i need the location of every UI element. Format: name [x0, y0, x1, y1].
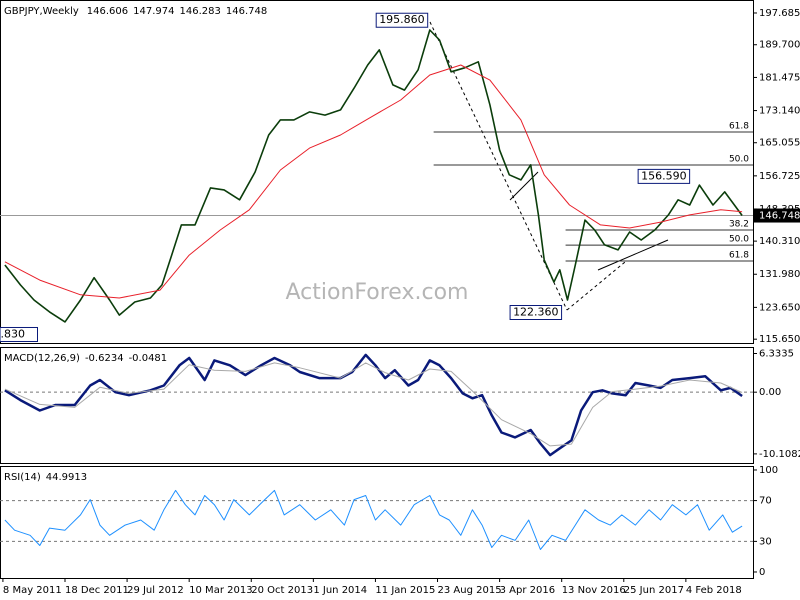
price-label-box	[637, 168, 691, 184]
panel-frame	[0, 0, 754, 344]
series-line	[4, 64, 743, 299]
readout-value: 147.974	[133, 6, 174, 17]
x-tick-label: 11 Jan 2015	[375, 585, 435, 596]
panel-header: RSI(14) 44.9913	[4, 472, 87, 483]
trend-line	[429, 21, 568, 311]
y-tick-label: 70	[759, 496, 772, 507]
watermark: ActionForex.com	[286, 280, 469, 305]
y-tick-label: 165.055	[759, 138, 800, 149]
y-tick-label: 173.140	[759, 106, 800, 117]
y-tick-label: -10.1082	[759, 449, 800, 460]
panel-frame	[0, 466, 754, 579]
fib-label: 61.8	[729, 121, 749, 131]
price-label-box	[0, 326, 38, 342]
panel-title: MACD(12,26,9)	[4, 353, 80, 364]
x-tick-label: 4 Feb 2018	[686, 585, 742, 596]
x-tick-label: 18 Dec 2011	[65, 585, 129, 596]
x-tick-label: 3 Apr 2016	[500, 585, 555, 596]
series-line	[4, 489, 743, 550]
y-tick-label: 115.650	[759, 334, 800, 345]
series-line	[4, 362, 743, 447]
y-tick-label: 140.310	[759, 236, 800, 247]
x-tick-label: 13 Nov 2016	[562, 585, 626, 596]
x-tick-label: 29 Jul 2012	[127, 585, 184, 596]
readout-value: -0.6234	[85, 353, 124, 364]
y-tick-label: 6.3335	[759, 349, 794, 360]
fib-label: 38.2	[729, 220, 749, 230]
series-line	[4, 29, 743, 323]
y-tick-label: 0.00	[759, 387, 781, 398]
y-tick-label: 189.700	[759, 40, 800, 51]
price-label: 6.830	[0, 327, 25, 340]
readout-value: 146.283	[180, 6, 221, 17]
y-tick-label: 100	[759, 465, 778, 476]
price-label-box	[375, 12, 429, 28]
fib-label: 50.0	[729, 235, 749, 245]
x-tick-label: 1 Jun 2014	[313, 585, 367, 596]
fib-label: 50.0	[729, 154, 749, 164]
y-tick-label: 30	[759, 536, 772, 547]
series-line	[4, 353, 743, 457]
price-label: 195.860	[379, 13, 425, 26]
price-label: 122.360	[513, 306, 559, 319]
y-tick-label: 0	[759, 567, 765, 578]
x-tick-label: 25 Jun 2017	[624, 585, 684, 596]
trend-line	[566, 261, 626, 311]
y-tick-label: 131.980	[759, 269, 800, 280]
panel-title: RSI(14)	[4, 472, 41, 483]
price-label: 156.590	[641, 169, 687, 182]
price-label-box	[509, 305, 563, 321]
y-tick-label: 197.685	[759, 8, 800, 19]
y-tick-label: 156.725	[759, 171, 800, 182]
channel-line	[509, 171, 539, 201]
fib-label: 61.8	[729, 251, 749, 261]
x-tick-label: 8 May 2011	[3, 585, 62, 596]
y-tick-label: 123.650	[759, 302, 800, 313]
y-tick-label: 181.475	[759, 72, 800, 83]
current-price-label: 146.748	[759, 211, 800, 222]
readout-value: 146.748	[226, 6, 267, 17]
x-tick-label: 23 Aug 2015	[438, 585, 502, 596]
panel-header: GBPJPY,Weekly 146.606 147.974 146.283 146.74…	[4, 6, 267, 17]
x-tick-label: 10 Mar 2013	[189, 585, 252, 596]
panel-frame	[0, 347, 754, 464]
panel-header: MACD(12,26,9) -0.6234 -0.0481	[4, 353, 167, 364]
x-tick-label: 20 Oct 2013	[251, 585, 313, 596]
readout-value: 44.9913	[46, 472, 87, 483]
panel-title: GBPJPY,Weekly	[4, 6, 79, 17]
readout-value: -0.0481	[129, 353, 168, 364]
current-price-tag	[754, 208, 800, 223]
readout-value: 146.606	[87, 6, 128, 17]
